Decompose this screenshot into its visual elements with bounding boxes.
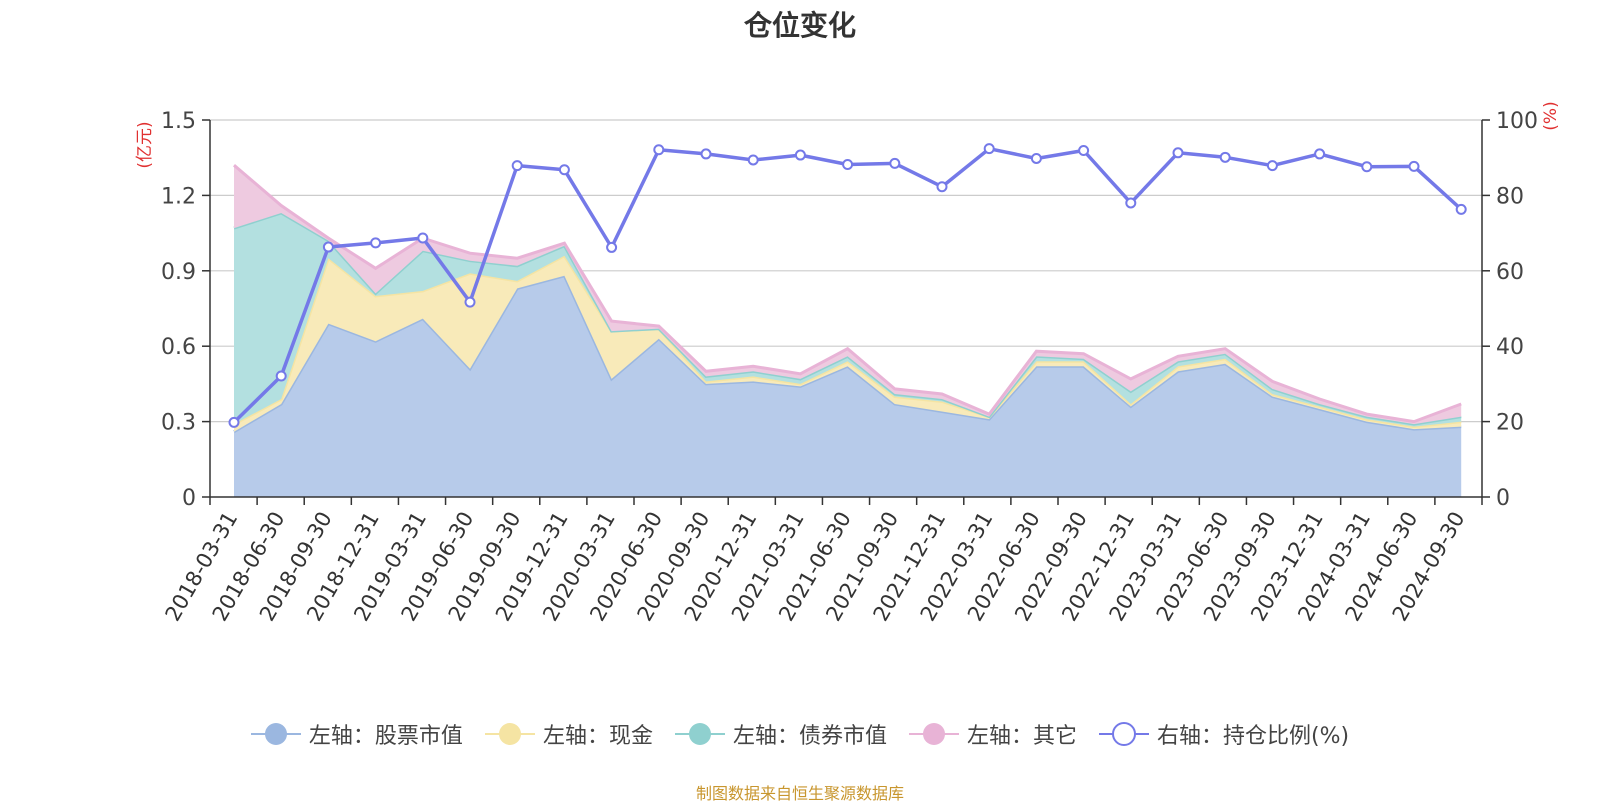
holding-ratio-point[interactable] [1314, 148, 1326, 160]
holding-ratio-point[interactable] [1408, 160, 1420, 172]
holding-ratio-point[interactable] [511, 160, 523, 172]
holding-ratio-point[interactable] [1266, 160, 1278, 172]
holding-ratio-point[interactable] [275, 370, 287, 382]
holding-ratio-point[interactable] [228, 416, 240, 428]
holding-ratio-point[interactable] [1030, 152, 1042, 164]
y-right-tick-label: 80 [1496, 184, 1524, 209]
chart-title: 仓位变化 [743, 9, 856, 42]
y-right-tick-label: 100 [1496, 109, 1538, 134]
legend-swatch-icon [250, 723, 301, 745]
y-left-tick-label: 1.5 [161, 109, 196, 134]
y-left-tick-label: 0.3 [161, 411, 196, 436]
legend-item[interactable]: 左轴：股票市值 [250, 718, 463, 750]
y-right-tick-label: 0 [1496, 486, 1510, 511]
axes [202, 119, 1490, 505]
legend-swatch-icon [484, 723, 535, 745]
y-right-tick-label: 60 [1496, 260, 1524, 285]
area-fill [234, 255, 1462, 432]
holding-ratio-point[interactable] [747, 154, 759, 166]
holding-ratio-point[interactable] [322, 241, 334, 253]
holding-ratio-point[interactable] [653, 144, 665, 156]
holding-ratio-point[interactable] [1078, 145, 1090, 157]
holding-ratio-point[interactable] [842, 158, 854, 170]
holding-ratio-point[interactable] [464, 296, 476, 308]
legend-label: 左轴：股票市值 [308, 724, 463, 749]
holding-ratio-point[interactable] [700, 148, 712, 160]
holding-ratio-point[interactable] [889, 157, 901, 169]
area-line [233, 164, 1462, 424]
legend-label: 左轴：现金 [542, 724, 653, 749]
area-fill [234, 213, 1462, 427]
legend-item[interactable]: 左轴：现金 [484, 718, 653, 750]
holding-ratio-point[interactable] [936, 181, 948, 193]
y-left-axis-label: (亿元) [135, 121, 155, 168]
holding-ratio-point[interactable] [1219, 151, 1231, 163]
source-note: 制图数据来自恒生聚源数据库 [695, 784, 904, 803]
line-series [228, 143, 1467, 428]
y-right-tick-label: 20 [1496, 411, 1524, 436]
legend-item[interactable]: 左轴：债券市值 [674, 718, 887, 750]
legend-label: 左轴：债券市值 [732, 724, 887, 749]
legend-item[interactable]: 右轴：持仓比例(%) [1098, 718, 1350, 750]
holding-ratio-point[interactable] [417, 232, 429, 244]
legend: 左轴：股票市值 左轴：现金 左轴：债券市值 左轴：其它 右轴：持仓比例(%) [0, 718, 1600, 750]
legend-label: 右轴：持仓比例(%) [1156, 724, 1350, 749]
legend-swatch-icon [908, 723, 959, 745]
y-left-tick-label: 0 [182, 486, 196, 511]
y-right-axis-label: (%) [1541, 101, 1561, 130]
chart-plot: 00.30.60.91.21.50204060801002018-03-3120… [135, 101, 1561, 625]
holding-ratio-point[interactable] [794, 149, 806, 161]
holding-ratio-point[interactable] [1172, 147, 1184, 159]
legend-label: 左轴：其它 [966, 724, 1077, 749]
y-left-tick-label: 0.6 [161, 335, 196, 360]
y-right-tick-label: 40 [1496, 335, 1524, 360]
legend-item[interactable]: 左轴：其它 [908, 718, 1077, 750]
y-left-tick-label: 1.2 [161, 184, 196, 209]
holding-ratio-point[interactable] [1455, 203, 1467, 215]
holding-ratio-point[interactable] [1361, 161, 1373, 173]
holding-ratio-point[interactable] [1125, 197, 1137, 209]
holding-ratio-point[interactable] [983, 143, 995, 155]
holding-ratio-point[interactable] [606, 241, 618, 253]
y-left-tick-label: 0.9 [161, 260, 196, 285]
holding-ratio-point[interactable] [558, 164, 570, 176]
legend-swatch-icon [1098, 722, 1149, 746]
holding-ratio-point[interactable] [370, 237, 382, 249]
area-series [233, 164, 1462, 497]
legend-swatch-icon [674, 723, 725, 745]
area-fill [234, 275, 1462, 497]
